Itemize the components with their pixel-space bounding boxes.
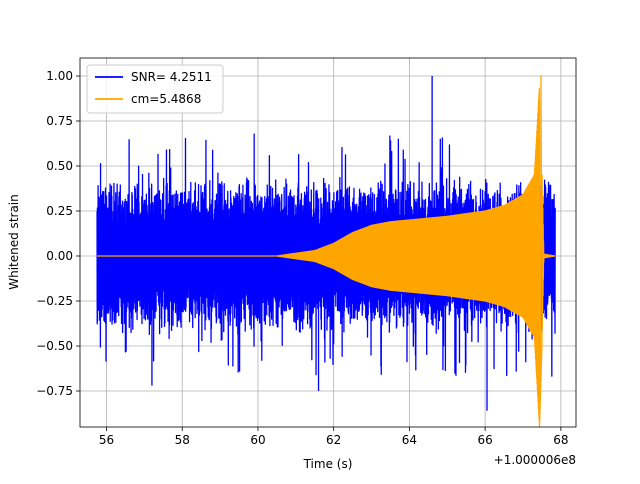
x-axis: 56 58 60 62 64 66 68: [99, 427, 568, 447]
y-tick-label: −0.50: [36, 339, 73, 353]
y-tick-label: −0.25: [36, 294, 73, 308]
x-tick-label: 58: [175, 433, 190, 447]
legend-label-snr: SNR= 4.2511: [131, 70, 212, 84]
x-tick-label: 64: [402, 433, 417, 447]
y-tick-label: 0.50: [46, 159, 73, 173]
x-tick-label: 62: [326, 433, 341, 447]
x-tick-label: 68: [553, 433, 568, 447]
series-layer: [96, 75, 556, 427]
y-axis-label: Whitened strain: [7, 194, 21, 290]
x-tick-label: 66: [477, 433, 492, 447]
series-snr-line: [96, 76, 556, 411]
y-tick-label: 0.00: [46, 249, 73, 263]
x-axis-label: Time (s): [303, 457, 353, 471]
series-cm-line: [96, 75, 556, 427]
x-tick-label: 56: [99, 433, 114, 447]
y-axis: −0.75 −0.50 −0.25 0.00 0.25 0.50 0.75 1.00: [36, 69, 80, 398]
y-tick-label: 1.00: [46, 69, 73, 83]
legend: SNR= 4.2511 cm=5.4868: [86, 64, 224, 114]
y-tick-label: 0.25: [46, 204, 73, 218]
legend-label-cm: cm=5.4868: [131, 92, 201, 106]
y-tick-label: −0.75: [36, 384, 73, 398]
y-tick-label: 0.75: [46, 114, 73, 128]
x-axis-offset: +1.000006e8: [494, 453, 576, 467]
axes-frame: [79, 57, 577, 428]
x-tick-label: 60: [250, 433, 265, 447]
